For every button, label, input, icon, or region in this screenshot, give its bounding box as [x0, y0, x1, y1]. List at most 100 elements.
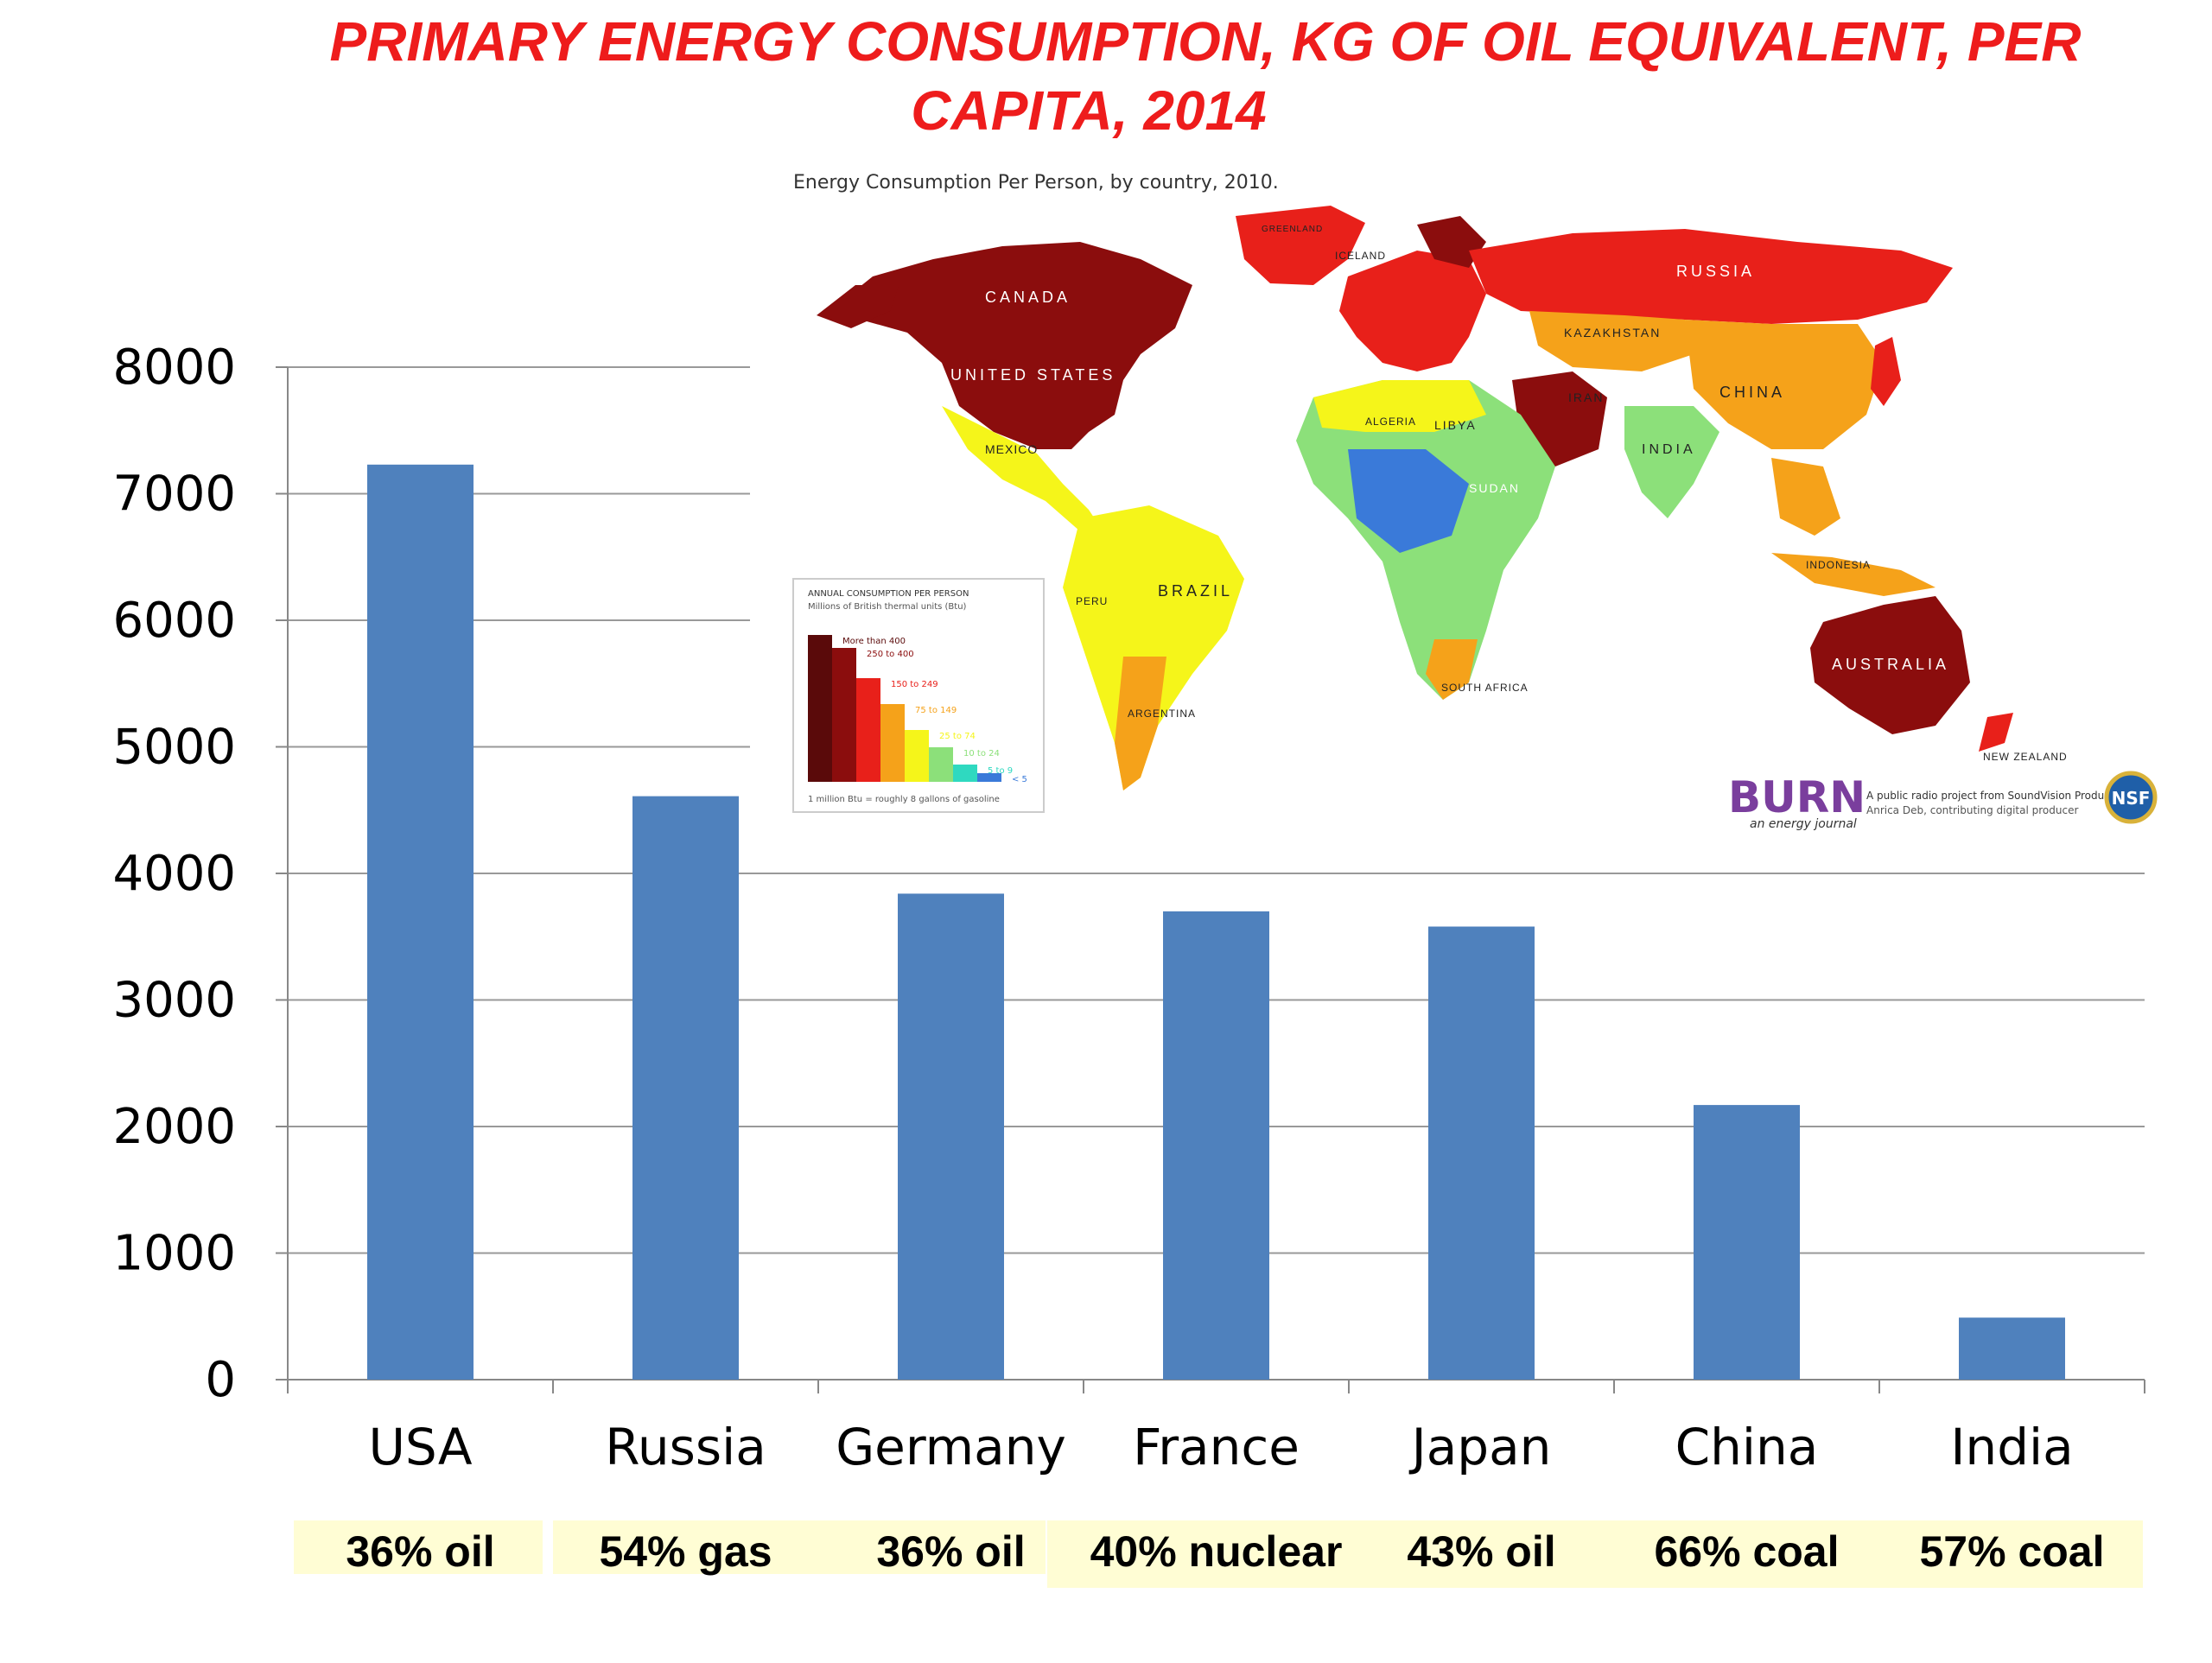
y-tick-label: 8000	[112, 340, 236, 396]
energy-share-annotations: 36% oil 54% gas 36% oil 40% nuclear 43% oil 6…	[294, 1520, 2143, 1588]
argentina-shape	[1115, 657, 1166, 790]
legend-item-label: More than 400	[842, 637, 906, 646]
australia-shape	[1810, 596, 1970, 734]
y-tick-label: 7000	[112, 467, 236, 523]
x-tick-label-usa: USA	[368, 1418, 472, 1476]
bar-usa	[367, 464, 474, 1381]
map-label-canada: CANADA	[985, 289, 1071, 306]
map-label-new-zealand: NEW ZEALAND	[1983, 751, 2068, 763]
legend-swatch	[929, 747, 953, 782]
map-label-mexico: MEXICO	[985, 442, 1038, 456]
bar-japan	[1428, 926, 1535, 1380]
legend-item-label: 150 to 249	[891, 680, 938, 689]
energy-share-label: 36% oil	[346, 1527, 494, 1576]
europe-shape	[1339, 251, 1486, 371]
inset-world-map: Energy Consumption Per Person, by countr…	[750, 164, 2167, 847]
bars	[367, 464, 2065, 1381]
y-tick-label: 1000	[112, 1226, 236, 1282]
x-tick-label-japan: Japan	[1409, 1418, 1552, 1476]
bar-india	[1959, 1317, 2065, 1380]
map-legend: ANNUAL CONSUMPTION PER PERSON Millions o…	[792, 578, 1045, 813]
nsf-seal-text: NSF	[2112, 788, 2151, 809]
y-tick-label: 4000	[112, 846, 236, 902]
south-america-shape	[1063, 505, 1244, 790]
inset-map-title: Energy Consumption Per Person, by countr…	[793, 172, 1279, 194]
map-legend-footnote: 1 million Btu = roughly 8 gallons of gas…	[808, 795, 1000, 804]
central-asia-shape	[1529, 311, 1694, 371]
map-label-iran: IRAN	[1568, 390, 1604, 404]
y-tick-label: 2000	[112, 1099, 236, 1155]
burn-tagline: an energy journal	[1750, 817, 1857, 831]
energy-share-label: 66% coal	[1654, 1527, 1839, 1576]
map-label-greenland: GREENLAND	[1262, 225, 1323, 234]
x-tick-label-russia: Russia	[605, 1418, 766, 1476]
legend-swatch	[832, 648, 856, 782]
x-tick-label-india: India	[1950, 1418, 2073, 1476]
annotation-bg-left	[294, 1520, 543, 1574]
map-label-russia: RUSSIA	[1676, 263, 1755, 280]
legend-item-label: 10 to 24	[963, 749, 1000, 759]
nsf-seal	[2104, 771, 2158, 824]
mexico-central-america-shape	[942, 406, 1106, 536]
map-label-sudan: SUDAN	[1469, 481, 1520, 495]
map-label-australia: AUSTRALIA	[1832, 656, 1949, 673]
map-legend-subtitle: Millions of British thermal units (Btu)	[808, 602, 967, 612]
legend-item-label: 250 to 400	[867, 650, 914, 659]
japan-shape	[1871, 337, 1901, 406]
china-shape	[1685, 320, 1884, 449]
y-tick-label: 5000	[112, 720, 236, 776]
bar-china	[1694, 1105, 1800, 1380]
map-label-china: CHINA	[1719, 384, 1785, 401]
map-legend-swatches: More than 400 250 to 400 150 to 249 75 to 1…	[808, 635, 1027, 784]
energy-share-label: 57% coal	[1919, 1527, 2104, 1576]
annotation-bg-right	[1047, 1520, 2143, 1588]
india-shape	[1624, 406, 1719, 518]
south-africa-shape	[1426, 639, 1478, 700]
map-legend-title: ANNUAL CONSUMPTION PER PERSON	[808, 589, 969, 599]
y-tick-label: 3000	[112, 973, 236, 1029]
legend-item-label: 5 to 9	[988, 766, 1013, 776]
map-label-south-africa: SOUTH AFRICA	[1441, 682, 1529, 694]
scandinavia-shape	[1417, 216, 1486, 268]
map-label-algeria: ALGERIA	[1365, 416, 1416, 428]
credit-line-1: A public radio project from SoundVision …	[1866, 790, 2135, 802]
legend-swatch	[905, 730, 929, 782]
burn-logo: BURN	[1728, 772, 1866, 822]
russia-shape	[1469, 229, 1953, 324]
credit-line-2: Anrica Deb, contributing digital produce…	[1866, 804, 2078, 816]
map-label-argentina: ARGENTINA	[1128, 708, 1196, 720]
map-label-peru: PERU	[1076, 595, 1108, 607]
legend-swatch	[880, 704, 905, 782]
map-label-libya: LIBYA	[1434, 418, 1477, 432]
energy-share-label: 40% nuclear	[1090, 1527, 1343, 1576]
x-tick-label-china: China	[1675, 1418, 1819, 1476]
map-label-indonesia: INDONESIA	[1806, 559, 1871, 571]
legend-swatch	[856, 678, 880, 782]
map-label-iceland: ICELAND	[1335, 250, 1386, 262]
map-label-kazakhstan: KAZAKHSTAN	[1564, 326, 1661, 340]
greenland-shape	[1236, 206, 1365, 285]
y-tick-label: 6000	[112, 593, 236, 649]
north-america-shape	[830, 242, 1192, 449]
bar-russia	[632, 796, 739, 1380]
chart-title-line2: CAPITA, 2014	[911, 79, 1266, 142]
x-tick-label-germany: Germany	[836, 1418, 1066, 1476]
alaska-shape	[817, 285, 899, 328]
energy-share-label: 54% gas	[599, 1527, 772, 1576]
bar-germany	[898, 893, 1004, 1380]
legend-item-label: 75 to 149	[915, 706, 957, 715]
legend-swatch	[808, 635, 832, 782]
north-africa-shape	[1313, 380, 1486, 432]
annotation-bg-mid	[553, 1520, 1046, 1574]
y-tick-label: 0	[205, 1352, 236, 1408]
map-label-india: INDIA	[1642, 442, 1696, 457]
x-tick-label-france: France	[1133, 1418, 1300, 1476]
y-tick-labels: 0 1000 2000 3000 4000 5000 6000 7000 8000	[112, 340, 236, 1408]
energy-share-label: 43% oil	[1407, 1527, 1555, 1576]
legend-item-label: 25 to 74	[939, 732, 976, 741]
central-africa-shape	[1348, 449, 1469, 553]
legend-item-label: < 5	[1012, 775, 1027, 784]
chart-title-line1: PRIMARY ENERGY CONSUMPTION, KG OF OIL EQ…	[330, 10, 2082, 73]
